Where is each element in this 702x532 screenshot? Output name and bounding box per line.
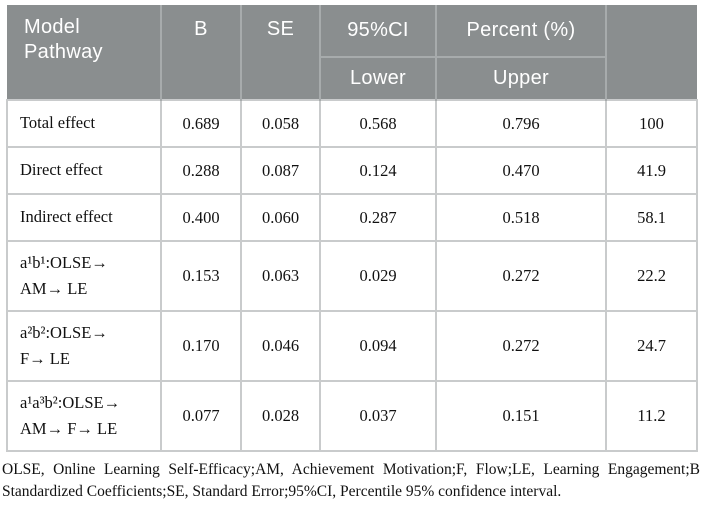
mediation-effects-table: Model Pathway B SE 95%CI Percent (%) Low… xyxy=(6,5,698,452)
table-body: Total effect 0.689 0.058 0.568 0.796 100… xyxy=(6,99,698,452)
upper-cell: 0.272 xyxy=(435,310,607,382)
lower-cell: 0.029 xyxy=(319,240,437,312)
table-row-path-a2b2: a²b²:OLSE→ F→ LE 0.170 0.046 0.094 0.272… xyxy=(6,310,698,382)
table-footnote: OLSE, Online Learning Self-Efficacy;AM, … xyxy=(2,461,700,500)
lower-cell: 0.094 xyxy=(319,310,437,382)
table-row-path-a1b1: a¹b¹:OLSE→ AM→ LE 0.153 0.063 0.029 0.27… xyxy=(6,240,698,312)
percent-cell: 41.9 xyxy=(605,146,698,195)
lower-cell: 0.124 xyxy=(319,146,437,195)
b-cell: 0.170 xyxy=(160,310,242,382)
lower-cell: 0.037 xyxy=(319,380,437,452)
pathway-cell: Indirect effect xyxy=(6,193,162,242)
se-cell: 0.058 xyxy=(240,99,321,148)
header-upper: Upper xyxy=(436,57,607,100)
header-b: B xyxy=(161,5,242,100)
lower-cell: 0.568 xyxy=(319,99,437,148)
pathway-cell: a²b²:OLSE→ F→ LE xyxy=(6,310,162,382)
se-cell: 0.087 xyxy=(240,146,321,195)
percent-cell: 58.1 xyxy=(605,193,698,242)
table-row-indirect-effect: Indirect effect 0.400 0.060 0.287 0.518 … xyxy=(6,193,698,242)
upper-cell: 0.518 xyxy=(435,193,607,242)
se-cell: 0.060 xyxy=(240,193,321,242)
b-cell: 0.400 xyxy=(160,193,242,242)
upper-cell: 0.470 xyxy=(435,146,607,195)
percent-cell: 100 xyxy=(605,99,698,148)
pathway-cell: a¹a³b²:OLSE→ AM→ F→ LE xyxy=(6,380,162,452)
b-cell: 0.689 xyxy=(160,99,242,148)
header-row-2: Lower Upper xyxy=(7,57,697,100)
table-row-direct-effect: Direct effect 0.288 0.087 0.124 0.470 41… xyxy=(6,146,698,195)
percent-cell: 22.2 xyxy=(605,240,698,312)
se-cell: 0.063 xyxy=(240,240,321,312)
pathway-cell: Total effect xyxy=(6,99,162,148)
se-cell: 0.028 xyxy=(240,380,321,452)
header-percent: Percent (%) xyxy=(436,5,607,58)
table-header: Model Pathway B SE 95%CI Percent (%) Low… xyxy=(7,5,697,100)
upper-cell: 0.796 xyxy=(435,99,607,148)
pathway-cell: a¹b¹:OLSE→ AM→ LE xyxy=(6,240,162,312)
percent-cell: 24.7 xyxy=(605,310,698,382)
table-row-path-a1a3b2: a¹a³b²:OLSE→ AM→ F→ LE 0.077 0.028 0.037… xyxy=(6,380,698,452)
header-se: SE xyxy=(241,5,321,100)
lower-cell: 0.287 xyxy=(319,193,437,242)
header-lower: Lower xyxy=(320,57,437,100)
table-row-total-effect: Total effect 0.689 0.058 0.568 0.796 100 xyxy=(6,99,698,148)
pathway-cell: Direct effect xyxy=(6,146,162,195)
b-cell: 0.077 xyxy=(160,380,242,452)
header-95ci: 95%CI xyxy=(320,5,437,58)
header-row-1: Model Pathway B SE 95%CI Percent (%) xyxy=(7,5,697,100)
se-cell: 0.046 xyxy=(240,310,321,382)
upper-cell: 0.272 xyxy=(435,240,607,312)
header-empty xyxy=(606,5,697,100)
b-cell: 0.153 xyxy=(160,240,242,312)
header-model-pathway: Model Pathway xyxy=(7,5,162,100)
b-cell: 0.288 xyxy=(160,146,242,195)
upper-cell: 0.151 xyxy=(435,380,607,452)
percent-cell: 11.2 xyxy=(605,380,698,452)
